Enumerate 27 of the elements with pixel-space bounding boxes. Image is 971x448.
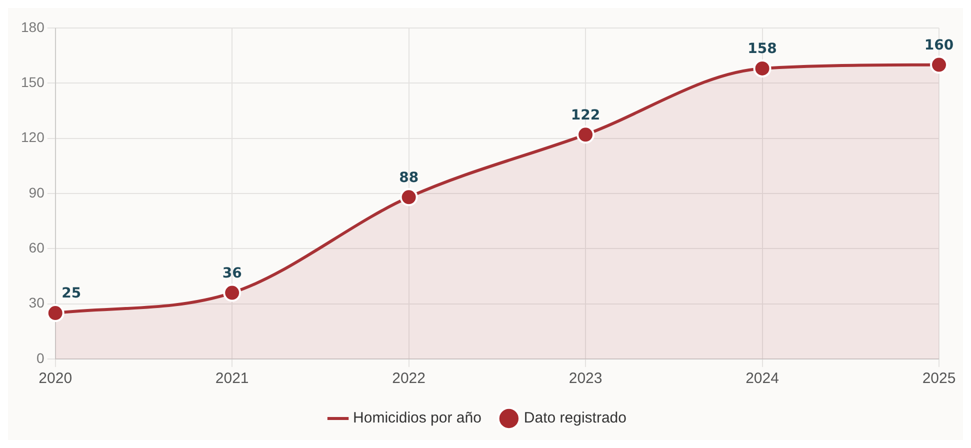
x-tick-label: 2021: [215, 370, 249, 388]
legend-label: Dato registrado: [524, 410, 626, 427]
data-label: 122: [570, 107, 600, 124]
y-tick-label: 60: [28, 240, 45, 256]
y-tick-label: 150: [21, 74, 45, 90]
point: [400, 188, 418, 206]
y-tick-label: 120: [21, 129, 45, 146]
x-tick-label: 2024: [746, 370, 779, 388]
point: [930, 56, 948, 74]
y-tick-label: 30: [28, 294, 45, 311]
y-tick-label: 90: [28, 184, 45, 200]
data-label: 158: [748, 41, 777, 58]
x-tick-label: 2022: [392, 370, 426, 388]
legend-label: Homicidios por año: [353, 410, 482, 427]
data-label: 36: [222, 265, 242, 282]
point: [46, 304, 64, 322]
data-label: 25: [62, 286, 82, 302]
data-label: 160: [924, 37, 954, 54]
y-tick-label: 0: [36, 350, 45, 366]
y-tick-label: 180: [21, 18, 45, 35]
data-label: 88: [399, 170, 419, 186]
x-tick-label: 2025: [922, 370, 956, 388]
point: [576, 126, 595, 144]
point: [753, 59, 772, 78]
x-tick-label: 2023: [568, 370, 602, 388]
point: [223, 284, 242, 302]
x-tick-label: 2020: [38, 370, 72, 388]
